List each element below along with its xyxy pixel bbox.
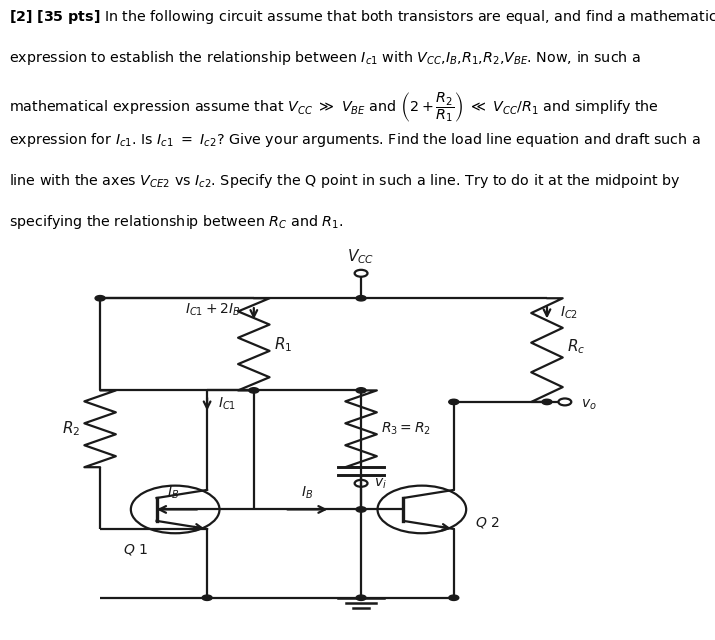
Text: expression for $I_{c1}$. Is $I_{c1}$ $=$ $I_{c2}$? Give your arguments. Find the: expression for $I_{c1}$. Is $I_{c1}$ $=$… xyxy=(9,131,701,148)
Text: $R_2$: $R_2$ xyxy=(61,419,80,438)
Text: $I_{C1}$: $I_{C1}$ xyxy=(218,396,236,412)
Circle shape xyxy=(95,296,105,301)
Text: $V_{CC}$: $V_{CC}$ xyxy=(347,248,375,266)
Text: $I_{C2}$: $I_{C2}$ xyxy=(560,305,578,321)
Circle shape xyxy=(542,399,552,404)
Text: $R_3=R_2$: $R_3=R_2$ xyxy=(381,420,431,437)
Circle shape xyxy=(356,595,366,600)
Text: expression to establish the relationship between $I_{c1}$ with $V_{CC}$,$I_B$,$R: expression to establish the relationship… xyxy=(9,49,641,67)
Text: $R_c$: $R_c$ xyxy=(567,337,586,356)
Circle shape xyxy=(449,399,459,404)
Text: line with the axes $V_{CE2}$ vs $I_{c2}$. Specify the Q point in such a line. Tr: line with the axes $V_{CE2}$ vs $I_{c2}$… xyxy=(9,172,681,189)
Text: specifying the relationship between $R_C$ and $R_1$.: specifying the relationship between $R_C… xyxy=(9,212,344,230)
Text: $v_o$: $v_o$ xyxy=(581,398,597,412)
Text: $Q\ 2$: $Q\ 2$ xyxy=(475,515,500,531)
Circle shape xyxy=(449,595,459,600)
Text: $\mathbf{[2]\ [35\ pts]}$ In the following circuit assume that both transistors : $\mathbf{[2]\ [35\ pts]}$ In the followi… xyxy=(9,8,715,26)
Text: $R_1$: $R_1$ xyxy=(274,335,292,354)
Text: $v_i$: $v_i$ xyxy=(374,476,387,490)
Text: mathematical expression assume that $V_{CC}$ $\gg$ $V_{BE}$ and $\left(2+\dfrac{: mathematical expression assume that $V_{… xyxy=(9,90,659,124)
Text: $Q\ 1$: $Q\ 1$ xyxy=(123,541,149,557)
Text: $I_B$: $I_B$ xyxy=(301,484,314,501)
Circle shape xyxy=(356,388,366,393)
Circle shape xyxy=(356,507,366,512)
Text: $I_B$: $I_B$ xyxy=(167,484,179,501)
Circle shape xyxy=(249,388,259,393)
Circle shape xyxy=(356,296,366,301)
Circle shape xyxy=(202,595,212,600)
Text: $I_{C1}+2I_B$: $I_{C1}+2I_B$ xyxy=(185,301,241,317)
